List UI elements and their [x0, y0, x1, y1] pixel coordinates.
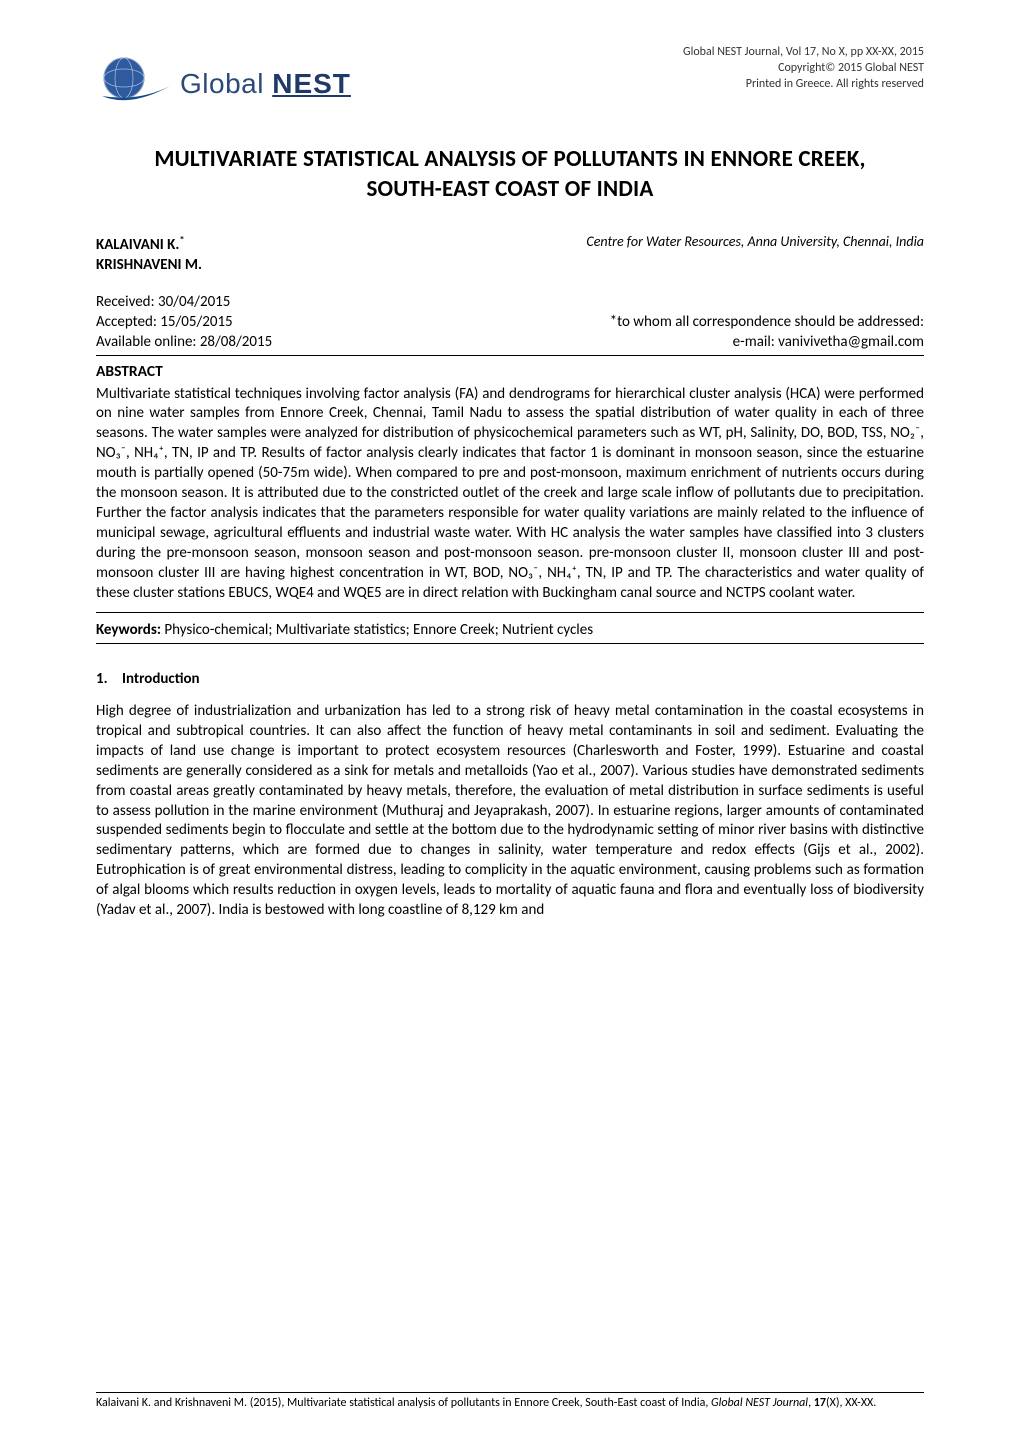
logo-suffix: NEST	[272, 68, 351, 99]
meta-line-2: Copyright© 2015 Global NEST	[683, 60, 924, 76]
logo-prefix: Global	[180, 68, 264, 99]
author-1-name: KALAIVANI K.	[96, 236, 179, 254]
footer-citation: Kalaivani K. and Krishnaveni M. (2015), …	[96, 1396, 924, 1412]
section-1-body: High degree of industrialization and urb…	[96, 702, 924, 921]
logo-text: Global NEST	[180, 68, 351, 100]
page: Global NEST Journal, Vol 17, No X, pp XX…	[0, 0, 1020, 1442]
keywords-label: Keywords:	[96, 621, 161, 639]
dates-block: Received: 30/04/2015 Accepted: 15/05/201…	[96, 292, 924, 353]
accepted-date: Accepted: 15/05/2015	[96, 312, 233, 332]
title-line-2: SOUTH-EAST COAST OF INDIA	[366, 175, 653, 203]
author-2: KRISHNAVENI M.	[96, 256, 924, 274]
section-title: Introduction	[122, 670, 200, 688]
available-online-date: Available online: 28/08/2015	[96, 332, 272, 352]
section-number: 1.	[96, 670, 122, 688]
author-affiliation-row: KALAIVANI K.* Centre for Water Resources…	[96, 233, 924, 254]
abstract-body: Multivariate statistical techniques invo…	[96, 385, 924, 604]
abstract-heading: ABSTRACT	[96, 362, 924, 381]
keywords-text: Physico-chemical; Multivariate statistic…	[161, 621, 593, 639]
correspondence-email: e-mail: vanivivetha@gmail.com	[733, 332, 924, 352]
meta-line-3: Printed in Greece. All rights reserved	[683, 76, 924, 92]
citation-journal: Global NEST Journal	[711, 1396, 808, 1410]
affiliation: Centre for Water Resources, Anna Univers…	[586, 233, 924, 250]
author-1: KALAIVANI K.*	[96, 233, 185, 254]
divider-rule	[96, 355, 924, 356]
divider-rule	[96, 612, 924, 613]
paper-title: MULTIVARIATE STATISTICAL ANALYSIS OF POL…	[96, 145, 924, 205]
footer-rule	[96, 1392, 924, 1393]
citation-volume: 17	[814, 1396, 826, 1410]
citation-prefix: Kalaivani K. and Krishnaveni M. (2015), …	[96, 1396, 711, 1410]
author-1-mark: *	[179, 233, 184, 246]
page-footer: Kalaivani K. and Krishnaveni M. (2015), …	[96, 1392, 924, 1412]
received-date: Received: 30/04/2015	[96, 292, 230, 312]
correspondence-note: *to whom all correspondence should be ad…	[610, 312, 924, 332]
divider-rule	[96, 643, 924, 644]
globe-icon	[96, 52, 174, 115]
meta-line-1: Global NEST Journal, Vol 17, No X, pp XX…	[683, 44, 924, 60]
journal-header-meta: Global NEST Journal, Vol 17, No X, pp XX…	[683, 44, 924, 93]
section-1-heading: 1.Introduction	[96, 670, 924, 688]
title-line-1: MULTIVARIATE STATISTICAL ANALYSIS OF POL…	[154, 145, 865, 173]
keywords-line: Keywords: Physico-chemical; Multivariate…	[96, 621, 924, 639]
citation-suffix: (X), XX-XX.	[826, 1396, 876, 1410]
